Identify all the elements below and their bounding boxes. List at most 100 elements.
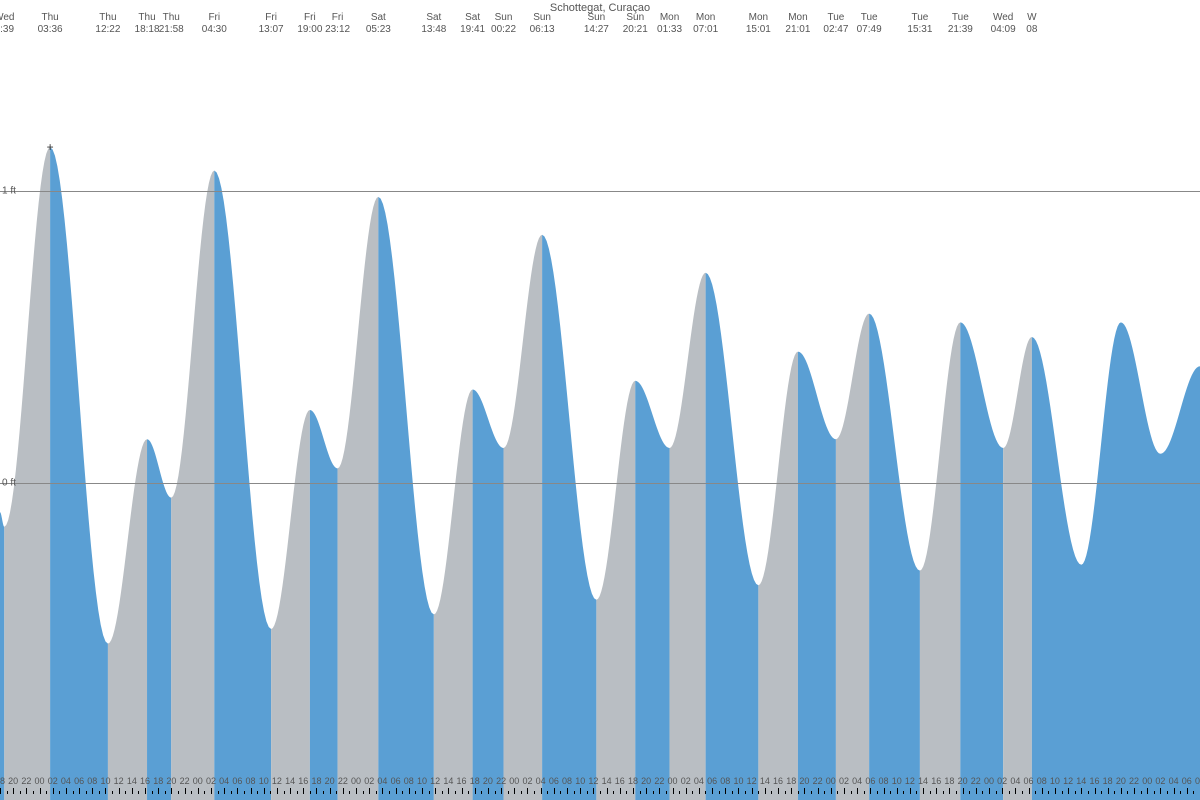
x-tick-label: 06 — [391, 776, 401, 786]
tide-segment — [1032, 322, 1200, 800]
x-tick-label: 02 — [522, 776, 532, 786]
x-tick-minor — [112, 791, 113, 794]
x-tick-label: 10 — [733, 776, 743, 786]
x-tick — [607, 788, 608, 794]
x-tick-minor — [284, 791, 285, 794]
x-tick-label: 02 — [997, 776, 1007, 786]
x-tick-label: 14 — [443, 776, 453, 786]
x-tick — [198, 788, 199, 794]
tide-segment — [271, 410, 310, 800]
x-tick-label: 08 — [1195, 776, 1200, 786]
x-tick — [211, 788, 212, 794]
x-tick-minor — [297, 791, 298, 794]
x-tick-minor — [890, 791, 891, 794]
gridline — [0, 191, 1200, 192]
x-tick — [897, 788, 898, 794]
x-tick-label: 18 — [153, 776, 163, 786]
x-tick-label: 10 — [575, 776, 585, 786]
x-tick-minor — [270, 791, 271, 794]
x-tick-label: 22 — [338, 776, 348, 786]
x-tick — [1134, 788, 1135, 794]
x-tick-label: 22 — [654, 776, 664, 786]
x-tick-label: 08 — [246, 776, 256, 786]
x-tick-minor — [257, 791, 258, 794]
x-tick-minor — [1035, 791, 1036, 794]
x-tick-minor — [20, 791, 21, 794]
tide-segment — [378, 197, 434, 800]
y-axis-label: 0 ft — [2, 478, 16, 489]
x-tick — [659, 788, 660, 794]
x-tick-label: 18 — [311, 776, 321, 786]
tide-segment — [920, 322, 960, 800]
x-tick-minor — [191, 791, 192, 794]
x-tick — [79, 788, 80, 794]
x-tick-minor — [705, 791, 706, 794]
x-tick-label: 20 — [641, 776, 651, 786]
x-tick-minor — [138, 791, 139, 794]
x-tick-minor — [1075, 791, 1076, 794]
x-tick-minor — [73, 791, 74, 794]
x-tick — [791, 788, 792, 794]
x-tick — [593, 788, 594, 794]
x-tick-label: 10 — [259, 776, 269, 786]
x-tick-label: 22 — [21, 776, 31, 786]
tide-plot-svg — [0, 0, 1200, 800]
x-tick-label: 06 — [865, 776, 875, 786]
x-tick-label: 02 — [1155, 776, 1165, 786]
x-tick — [910, 788, 911, 794]
x-tick-minor — [613, 791, 614, 794]
x-tick-label: 02 — [48, 776, 58, 786]
x-tick-minor — [323, 791, 324, 794]
x-tick — [1160, 788, 1161, 794]
tide-segment — [434, 390, 473, 800]
x-tick — [303, 788, 304, 794]
x-tick-label: 12 — [114, 776, 124, 786]
x-tick-minor — [547, 791, 548, 794]
x-tick — [396, 788, 397, 794]
x-tick-label: 10 — [100, 776, 110, 786]
x-tick-label: 06 — [1182, 776, 1192, 786]
x-tick — [831, 788, 832, 794]
x-tick-label: 06 — [707, 776, 717, 786]
x-tick-label: 04 — [1010, 776, 1020, 786]
x-tick-minor — [943, 791, 944, 794]
x-tick-label: 14 — [1076, 776, 1086, 786]
x-tick-minor — [442, 791, 443, 794]
x-tick — [765, 788, 766, 794]
x-tick-label: 18 — [786, 776, 796, 786]
x-tick-minor — [349, 791, 350, 794]
tide-segment — [310, 410, 338, 800]
x-tick — [462, 788, 463, 794]
x-tick-minor — [1127, 791, 1128, 794]
x-tick-minor — [218, 791, 219, 794]
x-tick-label: 00 — [668, 776, 678, 786]
x-tick — [105, 788, 106, 794]
x-tick — [778, 788, 779, 794]
x-tick-label: 18 — [628, 776, 638, 786]
x-tick-minor — [429, 791, 430, 794]
x-tick — [185, 788, 186, 794]
x-tick-minor — [415, 791, 416, 794]
x-tick-minor — [468, 791, 469, 794]
x-tick-label: 10 — [892, 776, 902, 786]
tide-segment — [108, 439, 147, 800]
x-tick-minor — [1193, 791, 1194, 794]
x-tick-label: 14 — [918, 776, 928, 786]
x-tick-minor — [1088, 791, 1089, 794]
x-tick — [119, 788, 120, 794]
x-tick-minor — [719, 791, 720, 794]
x-tick-label: 22 — [496, 776, 506, 786]
x-tick-minor — [1180, 791, 1181, 794]
x-tick-minor — [534, 791, 535, 794]
x-tick — [1095, 788, 1096, 794]
x-tick — [844, 788, 845, 794]
x-tick-minor — [837, 791, 838, 794]
x-tick-label: 02 — [364, 776, 374, 786]
tide-segment — [596, 381, 635, 800]
x-tick-minor — [165, 791, 166, 794]
x-tick — [1055, 788, 1056, 794]
x-tick-minor — [745, 791, 746, 794]
x-tick — [13, 788, 14, 794]
x-tick-label: 06 — [1024, 776, 1034, 786]
x-tick — [290, 788, 291, 794]
